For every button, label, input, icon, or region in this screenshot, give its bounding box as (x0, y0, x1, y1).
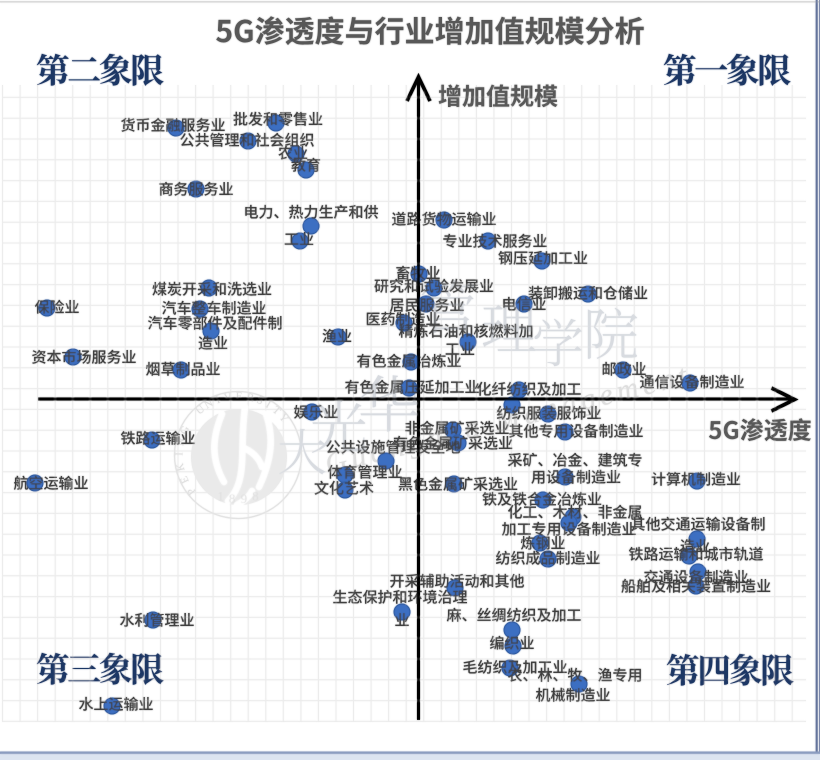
svg-text:N: N (174, 437, 187, 447)
svg-text:I: I (263, 399, 273, 411)
svg-text:K: K (174, 462, 187, 472)
svg-text:1: 1 (217, 488, 224, 503)
svg-text:8: 8 (252, 488, 259, 503)
svg-text:E: E (236, 390, 243, 402)
svg-text:S: S (255, 394, 265, 407)
svg-text:V: V (223, 391, 233, 404)
svg-text:E: E (178, 474, 192, 485)
svg-text:8: 8 (229, 491, 236, 506)
svg-text:9: 9 (241, 491, 248, 506)
svg-text:I: I (263, 399, 273, 411)
svg-text:I: I (173, 452, 185, 456)
svg-text:V: V (223, 391, 233, 404)
svg-text:P: P (185, 485, 198, 497)
svg-text:E: E (236, 390, 243, 402)
svg-text:I: I (173, 452, 185, 456)
svg-text:K: K (174, 462, 187, 472)
svg-text:S: S (255, 394, 265, 407)
svg-text:E: E (178, 474, 192, 485)
svg-text:N: N (174, 437, 187, 447)
